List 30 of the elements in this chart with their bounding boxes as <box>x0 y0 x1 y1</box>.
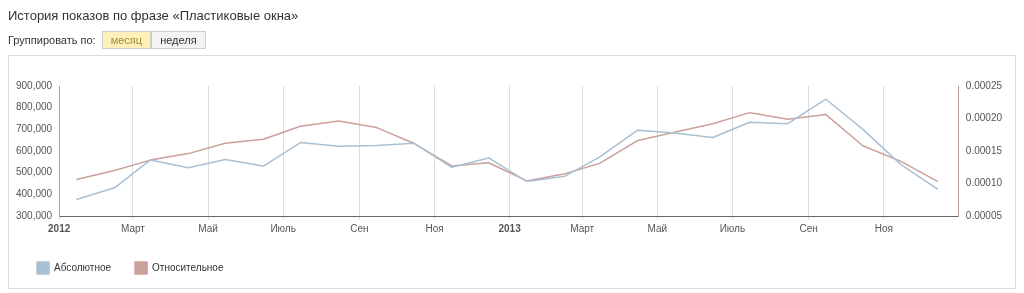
chart-title: История показов по фразе «Пластиковые окна» <box>8 8 300 23</box>
x-tick-label: Июль <box>270 222 296 234</box>
y-tick-label: 600,000 <box>15 144 53 156</box>
x-tick-label: 2012 <box>48 222 71 234</box>
y2-tick-label: 0.00005 <box>965 209 1003 221</box>
x-tick-label: Июль <box>719 222 746 234</box>
legend-label: Абсолютное <box>54 261 112 273</box>
x-tick-label: Ноя <box>425 222 444 234</box>
y-tick-label: 700,000 <box>15 123 53 135</box>
x-tick-label: Сен <box>799 222 818 234</box>
x-tick-label: Май <box>647 222 668 234</box>
x-tick-label: Март <box>570 222 595 234</box>
y2-tick-label: 0.00010 <box>965 177 1003 189</box>
y2-tick-label: 0.00020 <box>965 112 1003 124</box>
legend-label: Относительное <box>152 261 224 273</box>
toggle-button: месяц <box>101 31 152 49</box>
text: Группировать по: <box>8 34 96 46</box>
y-tick-label: 500,000 <box>15 166 53 178</box>
y-tick-label: 900,000 <box>15 79 53 91</box>
y2-tick-label: 0.00015 <box>965 144 1003 156</box>
x-tick-label: Март <box>121 222 146 234</box>
x-tick-label: Сен <box>350 222 369 234</box>
y-tick-label: 800,000 <box>15 101 53 113</box>
y2-tick-label: 0.00025 <box>965 79 1003 91</box>
toggle-button: неделя <box>151 31 206 49</box>
y-tick-label: 400,000 <box>15 188 53 200</box>
x-tick-label: 2013 <box>498 222 522 234</box>
y-tick-label: 300,000 <box>15 209 53 221</box>
x-tick-label: Ноя <box>874 222 893 234</box>
x-tick-label: Май <box>198 222 218 234</box>
